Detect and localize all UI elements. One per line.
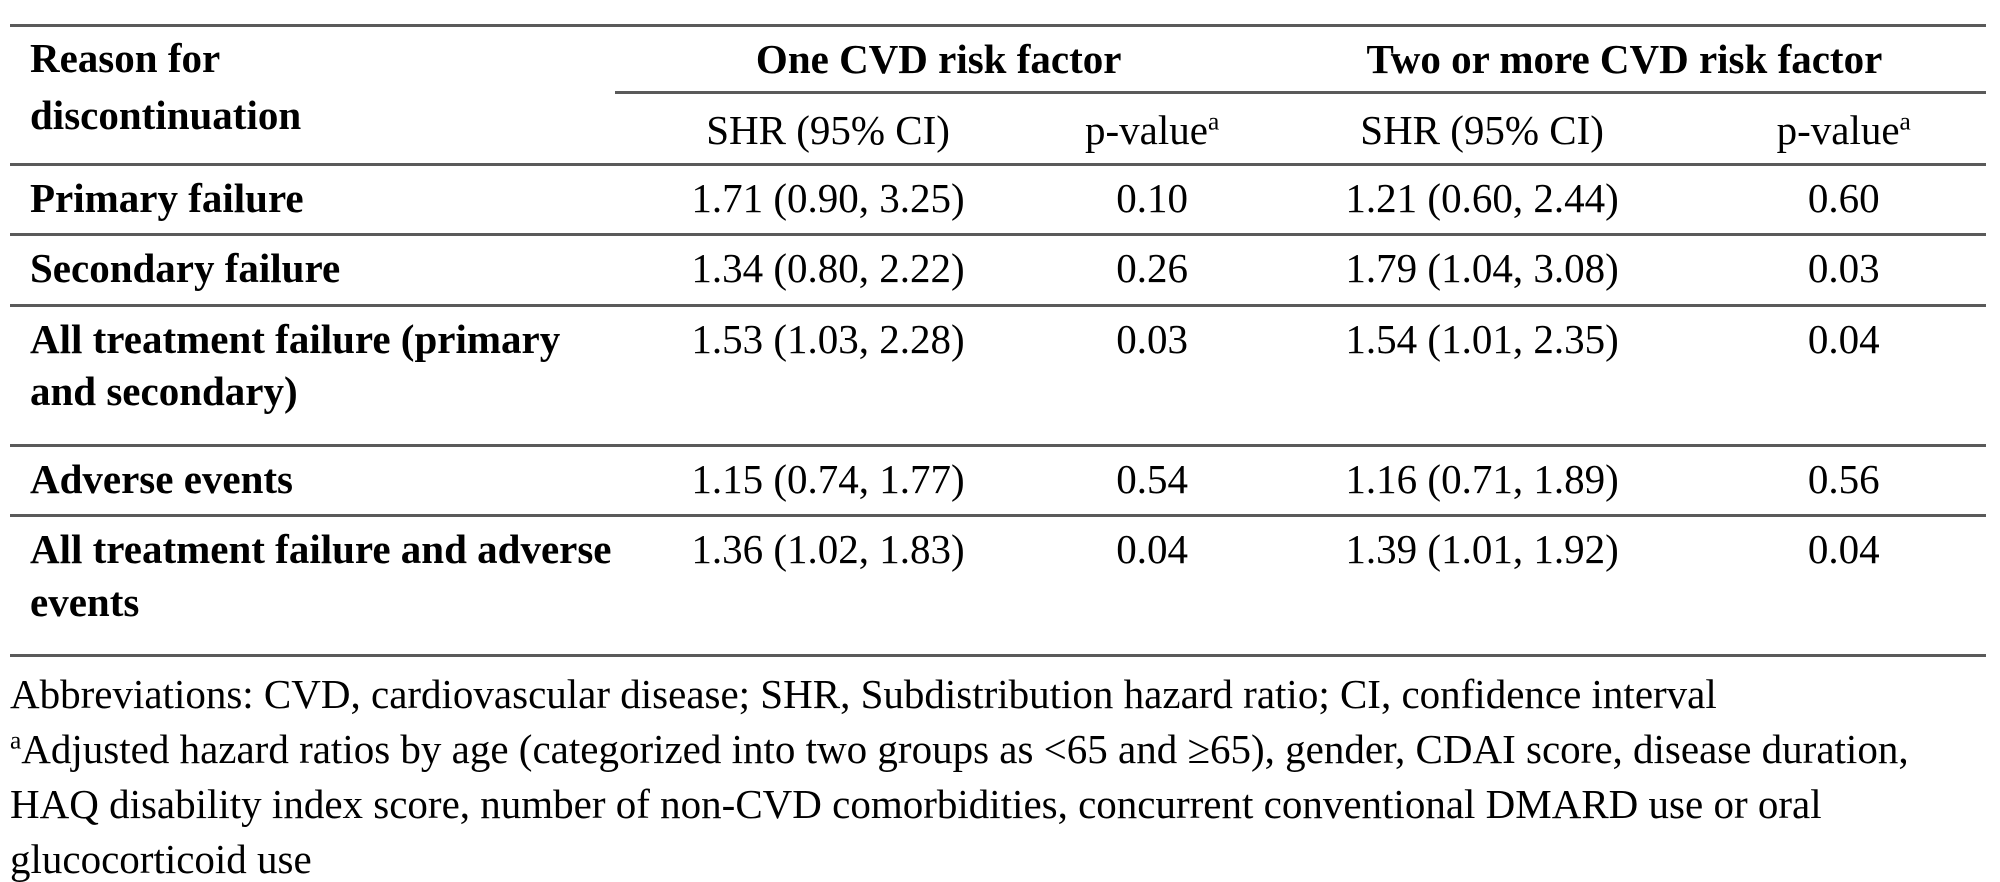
pvalue-label: p-value bbox=[1776, 107, 1900, 154]
pvalue-cell: 0.04 bbox=[1807, 526, 1880, 573]
reason-cell: All treatment failure (primary and secon… bbox=[30, 315, 561, 415]
footnote-marker: a bbox=[10, 726, 22, 755]
column-header-pvalue-1: p-valuea bbox=[1041, 93, 1262, 164]
pvalue-cell: 0.10 bbox=[1116, 174, 1188, 221]
shr-cell: 1.79 (1.04, 3.08) bbox=[1345, 245, 1619, 292]
pvalue-cell: 0.03 bbox=[1116, 315, 1188, 362]
reason-cell: Secondary failure bbox=[30, 245, 341, 292]
pvalue-cell: 0.04 bbox=[1807, 315, 1880, 362]
discontinuation-risk-table: Reason for discontinuation One CVD risk … bbox=[10, 24, 1986, 658]
pvalue-cell: 0.03 bbox=[1807, 245, 1880, 292]
adjustment-note-text: Adjusted hazard ratios by age (categoriz… bbox=[10, 726, 1909, 882]
shr-cell: 1.39 (1.01, 1.92) bbox=[1345, 526, 1619, 573]
adjustment-note: aAdjusted hazard ratios by age (categori… bbox=[10, 722, 1995, 882]
table-row-adverse-events: Adverse events 1.15 (0.74, 1.77) 0.54 1.… bbox=[10, 445, 1986, 515]
group-header-row: Reason for discontinuation One CVD risk … bbox=[10, 25, 1986, 138]
shr-cell: 1.53 (1.03, 2.28) bbox=[691, 315, 965, 362]
shr-cell: 1.54 (1.01, 2.35) bbox=[1345, 315, 1619, 362]
shr-cell: 1.15 (0.74, 1.77) bbox=[691, 455, 965, 502]
reason-cell: Primary failure bbox=[30, 174, 304, 221]
shr-cell: 1.34 (0.80, 2.22) bbox=[691, 245, 965, 292]
pvalue-superscript: a bbox=[1899, 107, 1911, 136]
column-header-pvalue-2: p-valuea bbox=[1701, 93, 1986, 164]
reason-cell: Adverse events bbox=[30, 455, 294, 502]
pvalue-cell: 0.26 bbox=[1116, 245, 1188, 292]
column-header-reason: Reason for discontinuation bbox=[10, 26, 615, 165]
table-row-all-failure-and-adverse: All treatment failure and adverse events… bbox=[10, 515, 1986, 656]
pvalue-cell: 0.60 bbox=[1807, 174, 1880, 221]
sub-header-row: SHR (95% CI) p-valuea SHR (95% CI) p-val… bbox=[10, 93, 1986, 164]
abbreviations-note: Abbreviations: CVD, cardiovascular disea… bbox=[10, 671, 1717, 718]
pvalue-cell: 0.56 bbox=[1807, 455, 1880, 502]
column-group-two-cvd: Two or more CVD risk factor bbox=[1262, 25, 1986, 95]
pvalue-cell: 0.04 bbox=[1116, 526, 1188, 573]
column-header-reason-label: Reason for discontinuation bbox=[30, 35, 302, 138]
table-header: Reason for discontinuation One CVD risk … bbox=[10, 25, 1986, 165]
shr-cell: 1.36 (1.02, 1.83) bbox=[691, 526, 965, 573]
table-row-primary-failure: Primary failure 1.71 (0.90, 3.25) 0.10 1… bbox=[10, 164, 1986, 234]
column-header-shr-2: SHR (95% CI) bbox=[1360, 107, 1604, 154]
pvalue-label: p-value bbox=[1084, 107, 1208, 154]
pvalue-superscript: a bbox=[1207, 107, 1220, 136]
table-row-all-treatment-failure: All treatment failure (primary and secon… bbox=[10, 305, 1986, 445]
column-header-shr-1: SHR (95% CI) bbox=[706, 107, 950, 154]
column-group-one-cvd: One CVD risk factor bbox=[614, 25, 1263, 95]
table-footnotes: Abbreviations: CVD, cardiovascular disea… bbox=[10, 667, 1995, 882]
shr-cell: 1.21 (0.60, 2.44) bbox=[1345, 174, 1619, 221]
reason-cell: All treatment failure and adverse events bbox=[30, 526, 612, 625]
table-body: Primary failure 1.71 (0.90, 3.25) 0.10 1… bbox=[10, 164, 1986, 655]
table-row-secondary-failure: Secondary failure 1.34 (0.80, 2.22) 0.26… bbox=[10, 234, 1986, 305]
shr-cell: 1.16 (0.71, 1.89) bbox=[1345, 455, 1619, 502]
shr-cell: 1.71 (0.90, 3.25) bbox=[691, 174, 965, 221]
pvalue-cell: 0.54 bbox=[1116, 455, 1188, 502]
